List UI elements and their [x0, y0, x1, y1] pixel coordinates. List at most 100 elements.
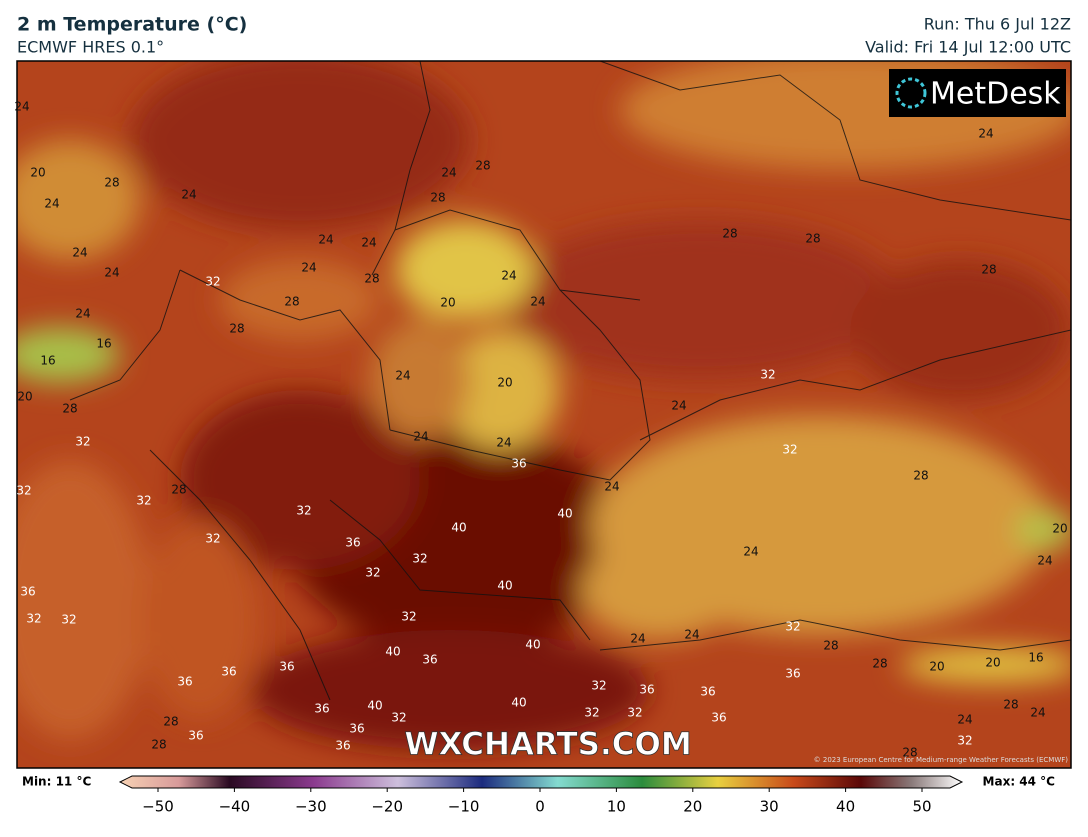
- contour-label: 28: [1003, 698, 1018, 712]
- contour-label: 28: [284, 295, 299, 309]
- contour-label: 20: [30, 166, 45, 180]
- contour-label: 20: [497, 376, 512, 390]
- contour-label: 28: [229, 322, 244, 336]
- contour-label: 36: [221, 665, 236, 679]
- contour-label: 24: [530, 295, 545, 309]
- contour-label: 40: [511, 696, 526, 710]
- contour-label: 32: [412, 552, 427, 566]
- contour-label: 32: [627, 706, 642, 720]
- contour-label: 32: [591, 679, 606, 693]
- contour-label: 32: [957, 734, 972, 748]
- contour-label: 24: [671, 399, 686, 413]
- colorbar-tick-label: 30: [760, 798, 779, 816]
- contour-label: 24: [72, 246, 87, 260]
- contour-label: 24: [301, 261, 316, 275]
- contour-label: 24: [318, 233, 333, 247]
- contour-label: 28: [805, 232, 820, 246]
- map-frame: [16, 60, 1072, 769]
- contour-label: 40: [557, 507, 572, 521]
- contour-label: 40: [385, 645, 400, 659]
- contour-label: 32: [75, 435, 90, 449]
- contour-label: 24: [181, 188, 196, 202]
- contour-label: 24: [395, 369, 410, 383]
- contour-label: 36: [177, 675, 192, 689]
- contour-label: 32: [205, 275, 220, 289]
- contour-label: 36: [511, 457, 526, 471]
- contour-label: 36: [335, 739, 350, 753]
- contour-label: 24: [684, 628, 699, 642]
- contour-label: 24: [496, 436, 511, 450]
- watermark: WXCHARTS.COM: [404, 727, 691, 763]
- contour-label: 20: [985, 656, 1000, 670]
- contour-label: 24: [604, 480, 619, 494]
- contour-label: 24: [978, 127, 993, 141]
- logo-icon: [895, 77, 927, 109]
- contour-label: 36: [20, 585, 35, 599]
- contour-label: 20: [17, 390, 32, 404]
- contour-label: 16: [40, 354, 55, 368]
- contour-label: 28: [171, 483, 186, 497]
- colorbar-tick-label: 20: [683, 798, 702, 816]
- contour-label: 32: [782, 443, 797, 457]
- contour-label: 28: [104, 176, 119, 190]
- colorbar-tick-label: 40: [836, 798, 855, 816]
- contour-label: 40: [497, 579, 512, 593]
- contour-label: 24: [957, 713, 972, 727]
- min-label: Min: 11 °C: [22, 775, 91, 789]
- credit: © 2023 European Centre for Medium-range …: [814, 756, 1069, 764]
- contour-label: 20: [929, 660, 944, 674]
- contour-label: 28: [872, 657, 887, 671]
- contour-label: 28: [62, 402, 77, 416]
- colorbar-bar: [118, 775, 964, 789]
- max-label: Max: 44 °C: [983, 775, 1056, 789]
- colorbar-tick-label: −10: [448, 798, 480, 816]
- contour-label: 32: [296, 504, 311, 518]
- title: 2 m Temperature (°C): [17, 14, 247, 36]
- contour-label: 20: [1052, 522, 1067, 536]
- contour-label: 24: [743, 545, 758, 559]
- contour-label: 28: [151, 738, 166, 752]
- contour-label: 24: [413, 430, 428, 444]
- contour-label: 28: [364, 272, 379, 286]
- contour-label: 24: [75, 307, 90, 321]
- contour-label: 32: [205, 532, 220, 546]
- contour-label: 28: [981, 263, 996, 277]
- contour-label: 28: [722, 227, 737, 241]
- contour-label: 28: [475, 159, 490, 173]
- colorbar: −50 −40 −30 −20 −10 0 10 20 30 40 50: [118, 775, 964, 816]
- contour-label: 32: [16, 484, 31, 498]
- contour-label: 36: [785, 667, 800, 681]
- logo-text: MetDesk: [930, 77, 1061, 112]
- contour-label: 32: [365, 566, 380, 580]
- contour-label: 36: [345, 536, 360, 550]
- contour-label: 36: [422, 653, 437, 667]
- colorbar-tick-label: −20: [371, 798, 403, 816]
- contour-label: 24: [361, 236, 376, 250]
- contour-label: 20: [440, 296, 455, 310]
- contour-label: 28: [823, 639, 838, 653]
- colorbar-tick-label: 10: [607, 798, 626, 816]
- colorbar-tick-label: −50: [142, 798, 174, 816]
- contour-label: 40: [525, 638, 540, 652]
- valid-time: Valid: Fri 14 Jul 12:00 UTC: [865, 38, 1071, 57]
- contour-label: 32: [61, 613, 76, 627]
- run-time: Run: Thu 6 Jul 12Z: [924, 15, 1071, 34]
- contour-label: 24: [44, 197, 59, 211]
- contour-label: 32: [401, 610, 416, 624]
- contour-label: 32: [584, 706, 599, 720]
- contour-label: 24: [14, 100, 29, 114]
- contour-label: 16: [96, 337, 111, 351]
- contour-label: 24: [501, 269, 516, 283]
- map: [17, 61, 1071, 768]
- contour-label: 36: [349, 722, 364, 736]
- contour-label: 28: [913, 469, 928, 483]
- colorbar-tick-label: 50: [912, 798, 931, 816]
- contour-label: 32: [785, 620, 800, 634]
- colorbar-tick-label: −30: [295, 798, 327, 816]
- contour-label: 16: [1028, 651, 1043, 665]
- contour-label: 32: [760, 368, 775, 382]
- contour-label: 36: [314, 702, 329, 716]
- contour-label: 28: [163, 715, 178, 729]
- subtitle: ECMWF HRES 0.1°: [17, 38, 164, 57]
